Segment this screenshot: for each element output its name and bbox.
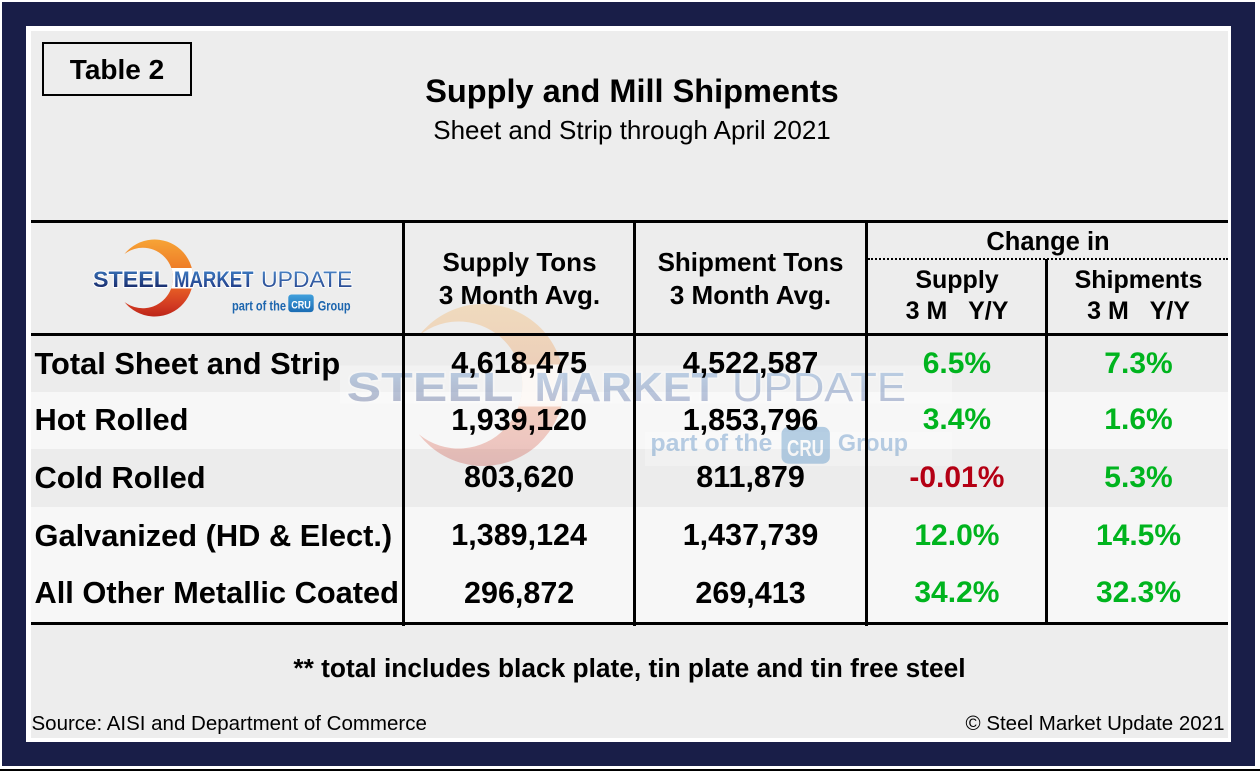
svg-text:Group: Group	[318, 299, 351, 314]
svg-text:CRU: CRU	[291, 300, 311, 312]
svg-text:part of the: part of the	[232, 299, 286, 314]
svg-text:MARKET: MARKET	[535, 364, 718, 410]
svg-text:CRU: CRU	[787, 435, 824, 461]
svg-text:Group: Group	[838, 430, 908, 457]
svg-text:STEEL: STEEL	[347, 364, 514, 410]
svg-text:STEEL: STEEL	[93, 267, 168, 292]
svg-text:part of the: part of the	[650, 430, 772, 457]
svg-text:UPDATE: UPDATE	[732, 364, 906, 410]
svg-text:MARKET: MARKET	[174, 267, 254, 292]
svg-text:UPDATE: UPDATE	[261, 267, 353, 292]
